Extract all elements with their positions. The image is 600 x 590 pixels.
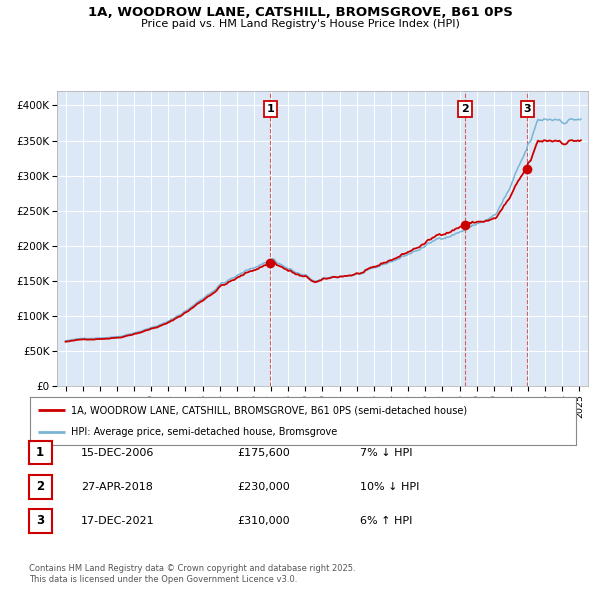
Text: This data is licensed under the Open Government Licence v3.0.: This data is licensed under the Open Gov… (29, 575, 297, 584)
Text: 27-APR-2018: 27-APR-2018 (81, 482, 153, 491)
Text: £175,600: £175,600 (237, 448, 290, 457)
Text: 3: 3 (36, 514, 44, 527)
Text: £310,000: £310,000 (237, 516, 290, 526)
Text: 3: 3 (524, 104, 531, 114)
Text: 6% ↑ HPI: 6% ↑ HPI (360, 516, 412, 526)
Text: HPI: Average price, semi-detached house, Bromsgrove: HPI: Average price, semi-detached house,… (71, 427, 337, 437)
Text: 2: 2 (461, 104, 469, 114)
Text: 1: 1 (266, 104, 274, 114)
Text: Contains HM Land Registry data © Crown copyright and database right 2025.: Contains HM Land Registry data © Crown c… (29, 565, 355, 573)
Text: 2: 2 (36, 480, 44, 493)
Text: Price paid vs. HM Land Registry's House Price Index (HPI): Price paid vs. HM Land Registry's House … (140, 19, 460, 29)
Text: 1A, WOODROW LANE, CATSHILL, BROMSGROVE, B61 0PS (semi-detached house): 1A, WOODROW LANE, CATSHILL, BROMSGROVE, … (71, 405, 467, 415)
Text: 10% ↓ HPI: 10% ↓ HPI (360, 482, 419, 491)
Text: 15-DEC-2006: 15-DEC-2006 (81, 448, 154, 457)
Text: 17-DEC-2021: 17-DEC-2021 (81, 516, 155, 526)
Text: 1: 1 (36, 446, 44, 459)
Text: 1A, WOODROW LANE, CATSHILL, BROMSGROVE, B61 0PS: 1A, WOODROW LANE, CATSHILL, BROMSGROVE, … (88, 6, 512, 19)
Text: 7% ↓ HPI: 7% ↓ HPI (360, 448, 413, 457)
Text: £230,000: £230,000 (237, 482, 290, 491)
